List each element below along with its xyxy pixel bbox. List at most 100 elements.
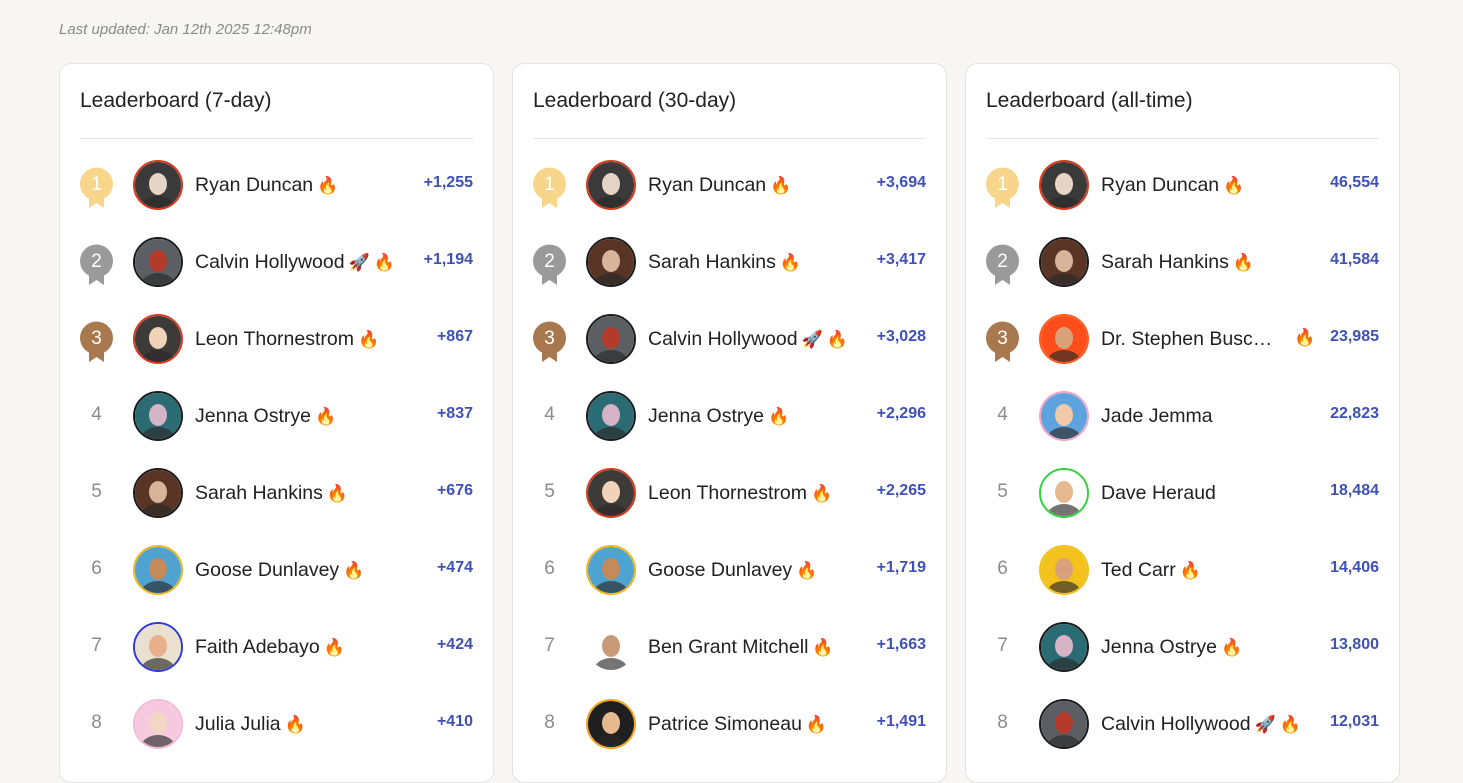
leaderboard-row[interactable]: 1 Ryan Duncan 🔥 +3,694 [513, 159, 946, 236]
member-name[interactable]: Ben Grant Mitchell 🔥 [648, 636, 863, 659]
ribbon-medal-icon [533, 167, 566, 208]
leaderboard-row[interactable]: 5 Sarah Hankins 🔥 +676 [60, 467, 493, 544]
leaderboard-row[interactable]: 1 Ryan Duncan 🔥 +1,255 [60, 159, 493, 236]
leaderboard-row[interactable]: 5 Leon Thornestrom 🔥 +2,265 [513, 467, 946, 544]
member-name-text: Jenna Ostrye [1101, 636, 1217, 658]
avatar[interactable] [586, 699, 636, 749]
leaderboard-row[interactable]: 8 Patrice Simoneau 🔥 +1,491 [513, 698, 946, 775]
leaderboard-row[interactable]: 8 Julia Julia 🔥 +410 [60, 698, 493, 775]
leaderboard-row[interactable]: 2 Sarah Hankins 🔥 +3,417 [513, 236, 946, 313]
leaderboard-row[interactable]: 4 Jade Jemma 22,823 [966, 390, 1399, 467]
medal-icon: 1 [80, 167, 113, 209]
fire-icon: 🔥 [284, 715, 306, 734]
rank-number: 3 [544, 328, 555, 349]
member-name[interactable]: Calvin Hollywood 🚀 🔥 [1101, 713, 1316, 736]
member-score: +1,194 [423, 251, 473, 268]
member-name[interactable]: Sarah Hankins 🔥 [195, 482, 410, 505]
member-name[interactable]: Calvin Hollywood 🚀 🔥 [195, 251, 410, 274]
leaderboard-row[interactable]: 3 Calvin Hollywood 🚀 🔥 +3,028 [513, 313, 946, 390]
rank-number: 5 [91, 481, 102, 502]
avatar[interactable] [133, 699, 183, 749]
avatar[interactable] [1039, 622, 1089, 672]
avatar[interactable] [133, 237, 183, 287]
member-name[interactable]: Jenna Ostrye 🔥 [195, 405, 410, 428]
avatar-image [588, 624, 634, 670]
member-score: 13,800 [1330, 636, 1379, 653]
rank-number: 2 [997, 251, 1008, 272]
rank-number: 1 [544, 174, 555, 195]
avatar[interactable] [586, 468, 636, 518]
avatar-image [588, 162, 634, 208]
leaderboard-row[interactable]: 3 Dr. Stephen Busce... 🔥 23,985 [966, 313, 1399, 390]
member-name[interactable]: Faith Adebayo 🔥 [195, 636, 410, 659]
rank-number: 5 [997, 481, 1008, 502]
member-name[interactable]: Ted Carr 🔥 [1101, 559, 1316, 582]
avatar[interactable] [1039, 699, 1089, 749]
member-name[interactable]: Dave Heraud [1101, 482, 1316, 505]
avatar[interactable] [586, 314, 636, 364]
member-name[interactable]: Dr. Stephen Busce... [1101, 328, 1316, 351]
avatar[interactable] [1039, 160, 1089, 210]
avatar[interactable] [133, 545, 183, 595]
leaderboard-row[interactable]: 2 Sarah Hankins 🔥 41,584 [966, 236, 1399, 313]
member-score: +676 [436, 482, 473, 499]
member-name[interactable]: Ryan Duncan 🔥 [195, 174, 410, 197]
avatar[interactable] [133, 468, 183, 518]
avatar[interactable] [133, 391, 183, 441]
member-score: 18,484 [1330, 482, 1379, 499]
leaderboard-row[interactable]: 7 Faith Adebayo 🔥 +424 [60, 621, 493, 698]
leaderboard-row[interactable]: 2 Calvin Hollywood 🚀 🔥 +1,194 [60, 236, 493, 313]
leaderboard-row[interactable]: 6 Goose Dunlavey 🔥 +474 [60, 544, 493, 621]
avatar[interactable] [133, 622, 183, 672]
avatar-image [588, 701, 634, 747]
member-name[interactable]: Leon Thornestrom 🔥 [648, 482, 863, 505]
leaderboard-row[interactable]: 7 Ben Grant Mitchell 🔥 +1,663 [513, 621, 946, 698]
leaderboard-row[interactable]: 3 Leon Thornestrom 🔥 +867 [60, 313, 493, 390]
avatar[interactable] [1039, 314, 1089, 364]
member-name[interactable]: Sarah Hankins 🔥 [1101, 251, 1316, 274]
member-score: +3,028 [876, 328, 926, 345]
avatar[interactable] [586, 391, 636, 441]
leaderboard-row[interactable]: 7 Jenna Ostrye 🔥 13,800 [966, 621, 1399, 698]
avatar[interactable] [586, 622, 636, 672]
avatar[interactable] [1039, 545, 1089, 595]
member-name[interactable]: Goose Dunlavey 🔥 [195, 559, 410, 582]
member-name[interactable]: Leon Thornestrom 🔥 [195, 328, 410, 351]
avatar[interactable] [133, 160, 183, 210]
member-score: +3,417 [876, 251, 926, 268]
member-name[interactable]: Jenna Ostrye 🔥 [1101, 636, 1316, 659]
avatar[interactable] [586, 545, 636, 595]
member-name[interactable]: Jenna Ostrye 🔥 [648, 405, 863, 428]
avatar[interactable] [133, 314, 183, 364]
member-name[interactable]: Goose Dunlavey 🔥 [648, 559, 863, 582]
leaderboard-row[interactable]: 8 Calvin Hollywood 🚀 🔥 12,031 [966, 698, 1399, 775]
member-name[interactable]: Patrice Simoneau 🔥 [648, 713, 863, 736]
leaderboard-row[interactable]: 4 Jenna Ostrye 🔥 +2,296 [513, 390, 946, 467]
last-updated-text: Last updated: Jan 12th 2025 12:48pm [59, 21, 312, 38]
member-name[interactable]: Ryan Duncan 🔥 [1101, 174, 1316, 197]
leaderboard-title: Leaderboard (30-day) [533, 89, 737, 112]
member-name-text: Ryan Duncan [1101, 174, 1220, 196]
leaderboard-row[interactable]: 1 Ryan Duncan 🔥 46,554 [966, 159, 1399, 236]
rank-number: 4 [544, 404, 555, 425]
member-name-text: Sarah Hankins [1101, 251, 1229, 273]
avatar[interactable] [1039, 391, 1089, 441]
member-name[interactable]: Jade Jemma [1101, 405, 1316, 428]
member-name[interactable]: Ryan Duncan 🔥 [648, 174, 863, 197]
avatar-image [1041, 624, 1087, 670]
member-name[interactable]: Julia Julia 🔥 [195, 713, 410, 736]
leaderboard-row[interactable]: 4 Jenna Ostrye 🔥 +837 [60, 390, 493, 467]
avatar[interactable] [586, 237, 636, 287]
fire-icon: 🔥 [779, 253, 802, 272]
rank-number: 6 [997, 558, 1008, 579]
member-name-text: Ryan Duncan [195, 174, 314, 196]
avatar[interactable] [586, 160, 636, 210]
member-name[interactable]: Sarah Hankins 🔥 [648, 251, 863, 274]
avatar[interactable] [1039, 468, 1089, 518]
leaderboard-row[interactable]: 6 Ted Carr 🔥 14,406 [966, 544, 1399, 621]
leaderboard-row[interactable]: 6 Goose Dunlavey 🔥 +1,719 [513, 544, 946, 621]
avatar[interactable] [1039, 237, 1089, 287]
member-name-text: Calvin Hollywood [195, 251, 345, 273]
leaderboard-row[interactable]: 5 Dave Heraud 18,484 [966, 467, 1399, 544]
member-name[interactable]: Calvin Hollywood 🚀 🔥 [648, 328, 863, 351]
